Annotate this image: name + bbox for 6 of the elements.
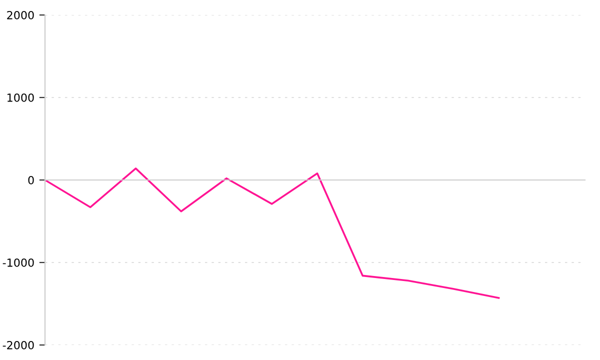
y-tick-label: 0 xyxy=(28,176,34,184)
y-tick-label: -2000 xyxy=(2,340,34,350)
y-tick-label: 2000 xyxy=(7,10,34,20)
y-tick-label: -1000 xyxy=(2,258,34,267)
line-series xyxy=(45,168,500,299)
y-tick-label: 1000 xyxy=(8,93,34,102)
